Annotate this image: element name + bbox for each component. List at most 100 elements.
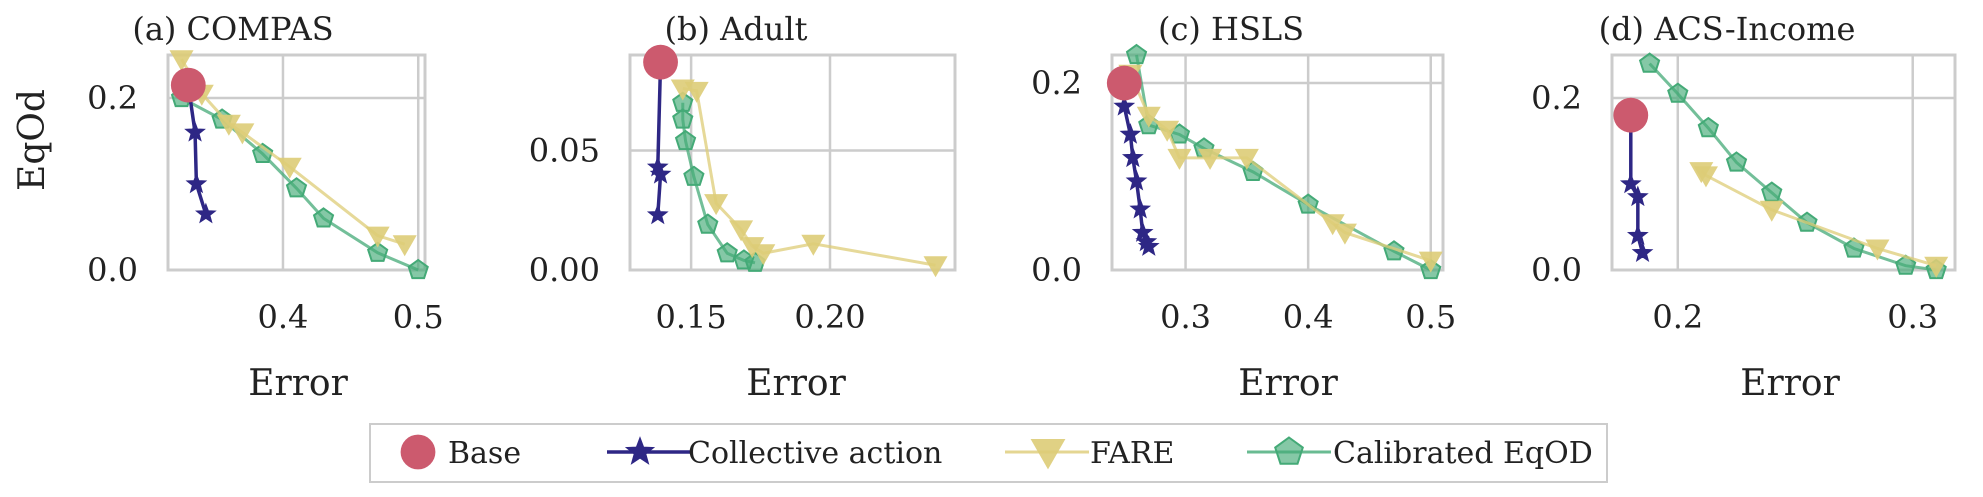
panel-acs-income: (d) ACS-Income Error 0.2 0.3 0.0 0.2 [1531,10,1957,404]
legend-marker-base [400,434,436,470]
x-tick-label: 0.4 [1283,298,1334,336]
x-tick-label: 0.5 [393,298,444,336]
x-axis-label: Error [248,363,348,404]
data-point-collective-action [1631,241,1654,263]
y-tick-label: 0.2 [1531,79,1582,117]
panel-hsls: (c) HSLS Error 0.3 0.4 0.5 0.0 0.2 [1031,10,1456,404]
data-point-fare [392,235,417,257]
data-point-fare [216,114,241,136]
data-point-fare [1924,256,1949,278]
data-point-fare [1234,148,1259,170]
x-axis-label: Error [746,363,846,404]
data-point-collective-action [646,203,669,225]
data-point-calibrated-eqod [407,258,429,280]
data-point-base [170,67,206,103]
data-point-base [643,44,678,80]
data-point-calibrated-eqod [674,129,697,151]
data-point-calibrated-eqod [251,142,274,163]
x-tick-label: 0.20 [794,298,865,336]
data-point-collective-action [649,163,672,184]
data-point-calibrated-eqod [1761,181,1783,202]
data-point-fare [1865,239,1890,261]
data-point-calibrated-eqod [1667,82,1689,103]
data-point-calibrated-eqod [1125,43,1148,65]
data-point-calibrated-eqod [683,165,705,186]
plot-frame [166,53,427,272]
legend-label-base: Base [448,436,521,471]
plot-frame [628,53,957,272]
x-tick-label: 0.3 [1160,298,1211,336]
series-line-collective-action [656,62,663,216]
legend: Base Collective action FARE Calibrated EqOD [369,423,1608,483]
data-point-calibrated-eqod [697,213,719,234]
series-line-collective-action [186,84,208,215]
data-point-fare [729,220,754,242]
data-point-fare [1320,214,1345,236]
data-point-fare [1759,200,1784,222]
data-point-fare [684,81,709,103]
data-point-calibrated-eqod [366,241,389,262]
data-point-fare [1332,223,1357,245]
data-point-calibrated-eqod [1697,116,1720,138]
legend-label-fare: FARE [1090,436,1174,471]
panel-title: (b) Adult [665,10,808,48]
data-point-collective-action [1137,235,1160,256]
panel-title: (a) COMPAS [132,10,333,48]
data-point-calibrated-eqod [1638,52,1661,73]
data-point-fare [740,237,765,259]
x-axis-label: Error [1740,363,1840,404]
data-point-collective-action [1626,185,1649,207]
y-tick-label: 0.2 [87,79,138,117]
data-point-collective-action [1121,146,1144,168]
data-point-calibrated-eqod [1725,151,1748,172]
legend-marker-fare [1030,438,1066,470]
data-point-base [1613,97,1649,133]
panel-title: (c) HSLS [1158,10,1304,48]
series-line-fare [180,58,406,246]
x-tick-label: 0.4 [258,298,309,336]
data-point-collective-action [1129,197,1152,219]
series-line-fare [1700,169,1937,268]
data-point-calibrated-eqod [1894,254,1917,275]
data-point-fare [1418,251,1443,273]
data-point-calibrated-eqod [672,108,694,129]
data-point-collective-action [1131,221,1154,242]
data-point-fare [1136,106,1161,128]
x-tick-label: 0.15 [655,298,726,336]
series-line-fare [1129,73,1432,263]
legend-label-calibrated-eqod: Calibrated EqOD [1333,436,1593,471]
data-point-fare [1167,148,1192,170]
legend-marker-collective-action [624,436,656,465]
data-point-collective-action [1113,94,1136,116]
data-point-fare [230,123,255,145]
y-tick-label: 0.2 [1031,64,1082,102]
data-point-fare [801,234,826,256]
data-point-fare [923,256,948,278]
plot-frame [1110,53,1445,272]
y-tick-label: 0.0 [87,251,138,289]
x-tick-label: 0.2 [1652,298,1703,336]
data-point-collective-action [1119,123,1142,144]
panel-title: (d) ACS-Income [1599,10,1856,48]
data-point-calibrated-eqod [285,177,308,198]
y-axis-label: EqOd [12,89,53,191]
y-tick-label: 0.0 [1531,251,1582,289]
legend-marker-calibrated-eqod [1274,436,1304,465]
legend-frame [369,423,1608,483]
data-point-collective-action [1626,224,1649,245]
data-point-fare [365,226,390,248]
data-point-fare [704,194,729,216]
data-point-fare [1155,120,1180,142]
x-axis-label: Error [1238,363,1338,404]
plot-frame [1610,53,1957,272]
data-point-collective-action [195,202,217,224]
data-point-fare [751,244,776,266]
y-tick-label: 0.00 [529,251,600,289]
x-tick-label: 0.3 [1887,298,1938,336]
data-point-fare [1198,148,1223,170]
data-point-calibrated-eqod [716,242,738,263]
data-point-collective-action [1619,172,1642,194]
x-tick-label: 0.5 [1405,298,1456,336]
data-point-collective-action [184,120,206,142]
